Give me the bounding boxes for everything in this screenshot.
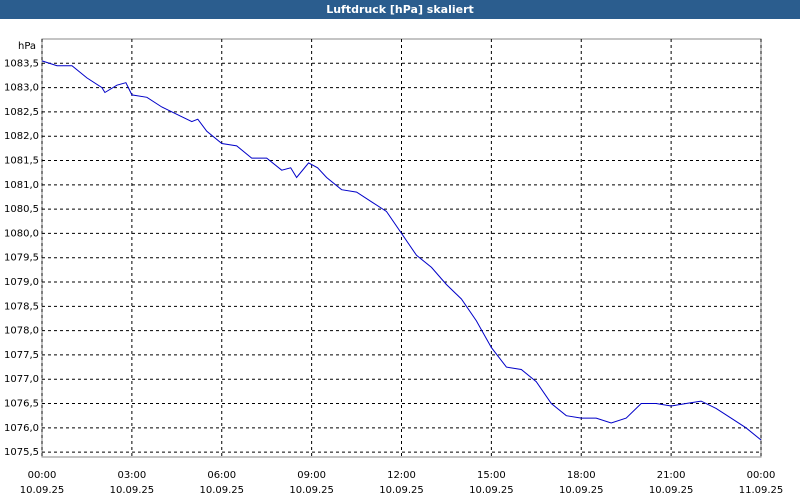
x-tick-label: 10.09.25	[199, 485, 244, 496]
x-tick-label: 10.09.25	[289, 485, 334, 496]
x-tick-label: 09:00	[297, 470, 326, 481]
title-bar	[0, 0, 800, 19]
y-tick-label: 1076,5	[4, 399, 39, 410]
x-tick-label: 15:00	[477, 470, 506, 481]
x-tick-label: 10.09.25	[20, 485, 65, 496]
chart-title: Luftdruck [hPa] skaliert	[326, 3, 474, 16]
x-tick-label: 21:00	[657, 470, 686, 481]
x-tick-label: 03:00	[117, 470, 146, 481]
x-tick-label: 10.09.25	[379, 485, 424, 496]
y-axis-label: hPa	[18, 41, 36, 52]
x-tick-label: 10.09.25	[559, 485, 604, 496]
y-tick-label: 1082,0	[4, 131, 39, 142]
y-tick-label: 1081,5	[4, 156, 39, 167]
y-tick-label: 1078,0	[4, 326, 39, 337]
y-tick-label: 1077,0	[4, 374, 39, 385]
x-tick-label: 11.09.25	[739, 485, 784, 496]
x-tick-label: 00:00	[28, 470, 57, 481]
x-tick-label: 10.09.25	[110, 485, 155, 496]
x-tick-label: 18:00	[567, 470, 596, 481]
y-tick-label: 1081,0	[4, 180, 39, 191]
y-tick-label: 1077,5	[4, 350, 39, 361]
y-tick-label: 1078,5	[4, 301, 39, 312]
y-tick-label: 1082,5	[4, 107, 39, 118]
x-tick-label: 00:00	[747, 470, 776, 481]
y-tick-label: 1079,0	[4, 277, 39, 288]
y-tick-label: 1083,0	[4, 83, 39, 94]
data-line	[41, 60, 762, 441]
x-tick-label: 12:00	[387, 470, 416, 481]
y-tick-label: 1080,5	[4, 204, 39, 215]
y-tick-label: 1080,0	[4, 228, 39, 239]
y-tick-label: 1079,5	[4, 253, 39, 264]
x-tick-label: 10.09.25	[469, 485, 514, 496]
y-tick-label: 1075,5	[4, 447, 39, 458]
x-tick-label: 10.09.25	[649, 485, 694, 496]
y-tick-label: 1076,0	[4, 423, 39, 434]
x-tick-label: 06:00	[207, 470, 236, 481]
y-tick-label: 1083,5	[4, 58, 39, 69]
